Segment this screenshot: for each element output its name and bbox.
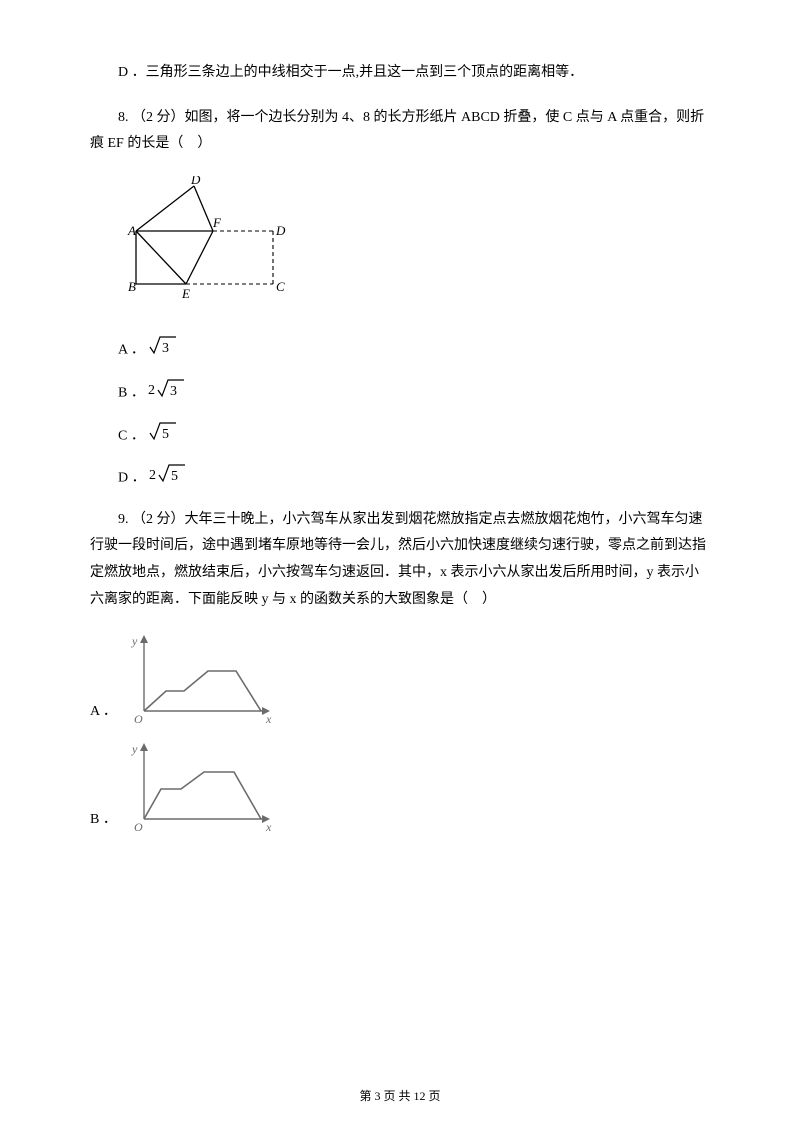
q8-option-c: C ． 5 [118, 420, 710, 453]
q9-option-a-prefix: A ． [90, 699, 118, 726]
q9-graph-a: O x y [126, 631, 276, 729]
label-F: F [212, 215, 222, 230]
sqrt-icon: 2 3 [148, 377, 188, 410]
q9-stem: 9. （2 分）大年三十晚上，小六驾车从家出发到烟花燃放指定点去燃放烟花炮竹，小… [90, 507, 710, 613]
svg-text:x: x [265, 712, 272, 726]
q9-option-b-prefix: B ． [90, 807, 118, 834]
label-E: E [181, 286, 190, 301]
q8-folding-diagram: A B C D D E F [118, 176, 296, 306]
q8-option-b-prefix: B ． [118, 385, 145, 400]
q8-option-d-prefix: D ． [118, 471, 146, 486]
q8-option-a: A ． 3 [118, 334, 710, 367]
svg-text:O: O [134, 712, 143, 726]
q9-option-a-row: A ． O x y [90, 631, 710, 729]
page-footer: 第 3 页 共 12 页 [0, 1085, 800, 1108]
svg-text:5: 5 [171, 469, 178, 484]
q8-option-d: D ． 2 5 [118, 462, 710, 495]
sqrt-icon: 3 [148, 334, 178, 367]
label-B: B [128, 279, 136, 294]
label-D-top: D [190, 176, 201, 187]
svg-text:2: 2 [149, 468, 156, 483]
label-C: C [276, 279, 285, 294]
q8-stem: 8. （2 分）如图，将一个边长分别为 4、8 的长方形纸片 ABCD 折叠，使… [90, 105, 710, 158]
svg-text:2: 2 [148, 383, 155, 398]
svg-text:3: 3 [170, 384, 177, 399]
label-D-right: D [275, 223, 286, 238]
svg-text:5: 5 [162, 427, 169, 442]
q7-option-d: D ．三角形三条边上的中线相交于一点,并且这一点到三个顶点的距离相等． [90, 60, 710, 87]
q8-option-a-prefix: A ． [118, 343, 145, 358]
q8-figure: A B C D D E F [118, 176, 710, 317]
svg-text:O: O [134, 820, 143, 834]
svg-text:x: x [265, 820, 272, 834]
svg-text:y: y [131, 742, 138, 756]
svg-text:3: 3 [162, 341, 169, 356]
sqrt-icon: 5 [148, 420, 178, 453]
label-A: A [127, 223, 136, 238]
q8-option-b: B ． 2 3 [118, 377, 710, 410]
svg-text:y: y [131, 634, 138, 648]
q8-option-c-prefix: C ． [118, 428, 145, 443]
q9-option-b-row: B ． O x y [90, 739, 710, 837]
q9-graph-b: O x y [126, 739, 276, 837]
sqrt-icon: 2 5 [149, 462, 189, 495]
